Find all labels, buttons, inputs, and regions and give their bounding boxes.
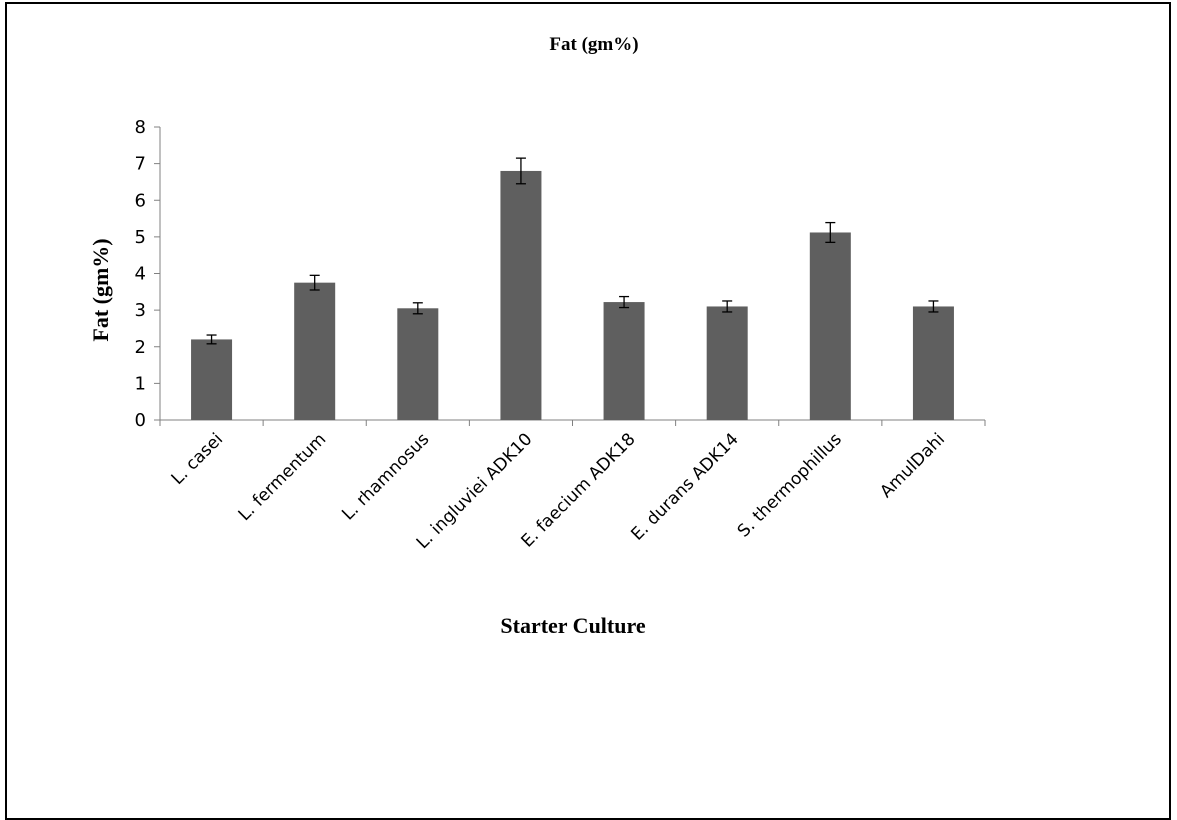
y-tick-label: 4 [135, 264, 146, 285]
x-category-label: L. fermentum [235, 429, 331, 525]
bar [397, 308, 439, 420]
y-tick-label: 8 [135, 117, 146, 138]
x-axis-title: Starter Culture [500, 613, 645, 638]
x-category-label: L. rhamnosus [338, 429, 433, 524]
x-category-label: L. ingluviei ADK10 [413, 429, 537, 553]
x-category-label: L. casei [168, 429, 227, 488]
y-tick-label: 6 [135, 190, 146, 211]
bar [603, 302, 645, 420]
y-tick-label: 5 [135, 227, 146, 248]
y-tick-label: 1 [135, 373, 146, 394]
y-tick-label: 3 [135, 300, 146, 321]
bar [294, 282, 336, 420]
bar [912, 306, 954, 420]
bar [500, 170, 542, 420]
x-category-label: AmulDahi [876, 429, 949, 502]
x-category-label: S. thermophillus [734, 429, 846, 541]
bar [191, 339, 233, 420]
x-category-label: E. faecium ADK18 [517, 429, 639, 551]
plot-area: 0 1 2 3 4 5 6 7 8 L. casei L. fermentum L. rhamnosu… [135, 117, 986, 553]
x-category-label: E. durans ADK14 [627, 429, 742, 544]
y-axis-title: Fat (gm%) [88, 238, 113, 341]
bar [809, 232, 851, 420]
y-tick-label: 2 [135, 337, 146, 358]
y-tick-label: 0 [135, 410, 146, 431]
chart-title: Fat (gm%) [549, 34, 638, 55]
bar [706, 306, 748, 420]
y-tick-label: 7 [135, 154, 146, 175]
